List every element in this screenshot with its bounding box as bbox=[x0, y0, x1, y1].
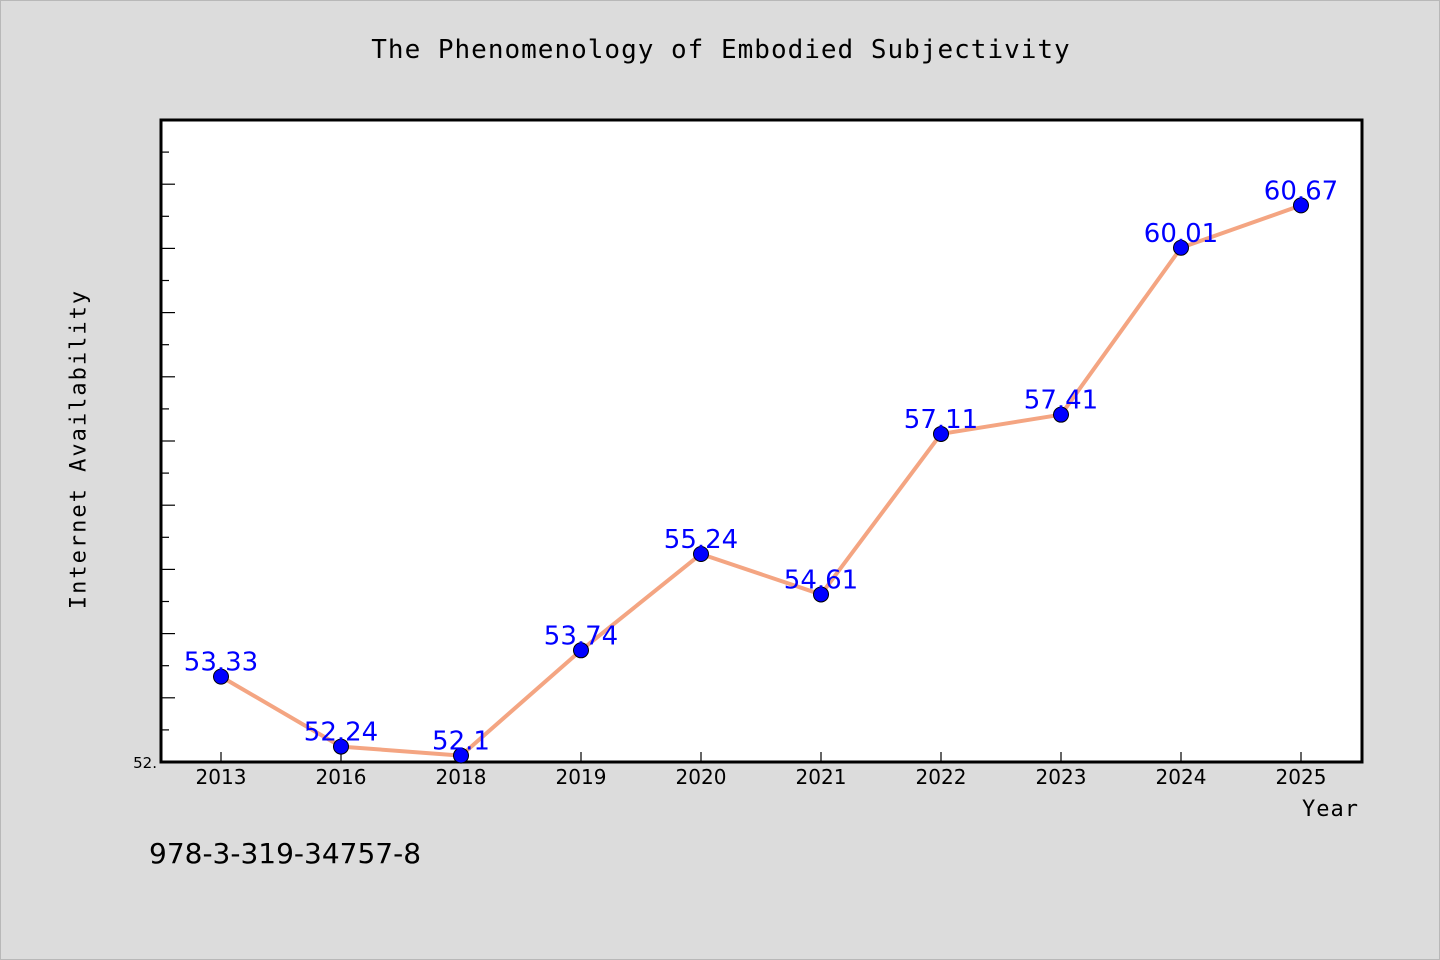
x-tick-label: 2019 bbox=[556, 765, 607, 789]
data-point bbox=[1053, 406, 1069, 423]
data-point bbox=[1293, 197, 1309, 214]
x-tick-label: 2020 bbox=[676, 765, 727, 789]
isbn-text: 978-3-319-34757-8 bbox=[149, 837, 422, 870]
data-point bbox=[333, 738, 349, 755]
data-label: 54.61 bbox=[784, 565, 858, 595]
plot-area bbox=[159, 118, 1364, 764]
data-label: 60.67 bbox=[1264, 176, 1338, 206]
x-tick-label: 2023 bbox=[1036, 765, 1087, 789]
data-label: 57.11 bbox=[904, 405, 978, 435]
data-point bbox=[573, 642, 589, 659]
data-label-group: 53.33 52.24 52.1 53.74 55.24 54.61 57.11 57.41 6… bbox=[184, 176, 1338, 756]
x-tick-label: 2018 bbox=[436, 765, 487, 789]
x-axis-ticks: 2013 2016 2018 2019 2020 2021 2022 2023 2024 2025 bbox=[196, 752, 1327, 789]
x-tick-label: 2013 bbox=[196, 765, 247, 789]
data-label: 52.24 bbox=[304, 718, 378, 748]
x-tick-label: 2025 bbox=[1276, 765, 1327, 789]
data-point bbox=[213, 668, 229, 685]
data-label: 53.33 bbox=[184, 648, 258, 678]
data-point bbox=[453, 747, 469, 764]
series-line-group bbox=[219, 203, 1303, 758]
data-label: 57.41 bbox=[1024, 386, 1098, 416]
data-label: 60.01 bbox=[1144, 219, 1218, 249]
x-tick-label: 2016 bbox=[316, 765, 367, 789]
x-tick-label: 2022 bbox=[916, 765, 967, 789]
y-tick-label: 52. bbox=[133, 754, 157, 772]
data-label: 53.74 bbox=[544, 621, 618, 651]
marker-group bbox=[213, 197, 1309, 764]
data-point bbox=[933, 425, 949, 442]
data-point bbox=[813, 586, 829, 603]
data-point bbox=[693, 545, 709, 562]
series-line bbox=[219, 203, 1303, 758]
x-tick-label: 2021 bbox=[796, 765, 847, 789]
chart-title: The Phenomenology of Embodied Subjectivi… bbox=[371, 35, 1071, 65]
data-label: 55.24 bbox=[664, 525, 738, 555]
data-point bbox=[1173, 239, 1189, 256]
x-tick-label: 2024 bbox=[1156, 765, 1207, 789]
x-axis-label: Year bbox=[1302, 797, 1359, 822]
y-axis-ticks: 52. bbox=[133, 119, 175, 772]
data-label: 52.1 bbox=[432, 727, 490, 757]
